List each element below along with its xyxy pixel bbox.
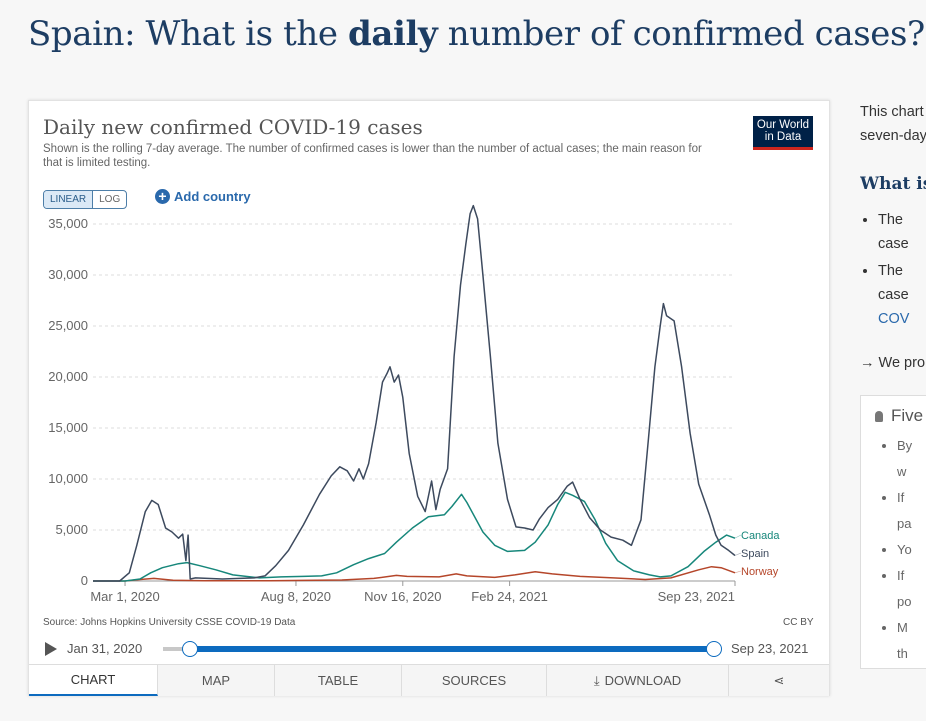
tips-list-item: If bbox=[897, 564, 926, 587]
owid-logo[interactable]: Our World in Data bbox=[753, 116, 813, 150]
tab-download[interactable]: ⤓ DOWNLOAD bbox=[547, 665, 729, 696]
tab-map[interactable]: MAP bbox=[158, 665, 275, 696]
tips-list-item: M bbox=[897, 616, 926, 639]
y-tick-label: 15,000 bbox=[48, 420, 88, 435]
log-scale-button[interactable]: LOG bbox=[99, 194, 121, 205]
series-line-spain bbox=[93, 204, 736, 582]
logo-line-2: in Data bbox=[764, 131, 802, 143]
linear-scale-button[interactable]: LINEAR bbox=[44, 191, 94, 208]
series-label-connector bbox=[734, 570, 742, 574]
sidebar-bullet-2-line-1: The bbox=[878, 263, 903, 279]
series-label-connector bbox=[734, 552, 742, 556]
add-country-label: Add country bbox=[174, 189, 251, 204]
x-tick-label: Nov 16, 2020 bbox=[364, 589, 441, 604]
timeline-end-label: Sep 23, 2021 bbox=[731, 641, 809, 656]
timeline: Jan 31, 2020 Sep 23, 2021 bbox=[43, 639, 823, 659]
tips-list-item: pa bbox=[897, 516, 912, 531]
sidebar-intro-line-1: This chart bbox=[860, 104, 924, 120]
tab-sources[interactable]: SOURCES bbox=[402, 665, 547, 696]
scale-toggle: LINEAR LOG bbox=[43, 190, 128, 209]
tips-box-title: Five bbox=[875, 406, 926, 426]
series-line-norway bbox=[93, 565, 736, 582]
share-icon: ⋖ bbox=[773, 672, 785, 688]
series-label: Canada bbox=[741, 530, 780, 542]
sidebar-covid-link[interactable]: COV bbox=[878, 311, 910, 327]
chart-source[interactable]: Source: Johns Hopkins University CSSE CO… bbox=[43, 617, 296, 628]
sidebar-heading: What is bbox=[860, 174, 926, 194]
timeline-start-handle[interactable] bbox=[182, 641, 198, 657]
series-label-connector bbox=[734, 534, 742, 539]
tips-list-item: th bbox=[897, 646, 908, 661]
play-icon[interactable] bbox=[45, 642, 57, 656]
sidebar-bullets: The case The case COV bbox=[860, 208, 926, 331]
sidebar-bullet: The case COV bbox=[878, 259, 926, 331]
x-tick-label: Mar 1, 2020 bbox=[90, 589, 159, 604]
tips-list-item: w bbox=[897, 464, 907, 479]
tab-download-label: DOWNLOAD bbox=[604, 673, 682, 688]
x-tick-label: Feb 24, 2021 bbox=[471, 589, 548, 604]
page-title-prefix: Spain: What is the bbox=[28, 14, 348, 54]
chart-title: Daily new confirmed COVID-19 cases bbox=[43, 115, 423, 139]
logo-line-1: Our World bbox=[756, 119, 810, 131]
sidebar-bullet-1-line-2: case bbox=[878, 236, 909, 252]
page-title-bold: daily bbox=[347, 14, 438, 54]
tab-table[interactable]: TABLE bbox=[275, 665, 402, 696]
series-label: Norway bbox=[741, 566, 779, 578]
add-country-button[interactable]: + Add country bbox=[155, 189, 251, 204]
tab-chart[interactable]: CHART bbox=[29, 665, 158, 696]
y-tick-label: 0 bbox=[81, 573, 88, 588]
tips-list-item: po bbox=[897, 594, 912, 609]
chart-card: Daily new confirmed COVID-19 cases Shown… bbox=[28, 100, 830, 696]
y-tick-label: 20,000 bbox=[48, 369, 88, 384]
y-tick-label: 35,000 bbox=[48, 216, 88, 231]
plus-icon: + bbox=[155, 189, 170, 204]
tips-list: By w If pa Yo If po Mth bbox=[875, 434, 926, 665]
y-tick-label: 30,000 bbox=[48, 267, 88, 282]
series-label: Spain bbox=[741, 548, 769, 560]
x-tick-label: Aug 8, 2020 bbox=[261, 589, 331, 604]
tips-box: Five By w If pa Yo If po Mth bbox=[860, 395, 926, 669]
sidebar-text: This chart seven-day What is The case The… bbox=[860, 100, 926, 700]
x-tick-label: Sep 23, 2021 bbox=[658, 589, 735, 604]
sidebar-bullet-1-line-1: The bbox=[878, 212, 903, 228]
chart-tabs: CHART MAP TABLE SOURCES ⤓ DOWNLOAD ⋖ bbox=[29, 664, 829, 696]
tips-list-item: If bbox=[897, 486, 926, 509]
sidebar-bullet-2-line-2: case bbox=[878, 287, 909, 303]
tips-list-item: Yo bbox=[897, 538, 926, 561]
chart-subtitle: Shown is the rolling 7-day average. The … bbox=[43, 143, 702, 169]
page-title-suffix: number of confirmed cases? bbox=[437, 14, 925, 54]
timeline-start-label: Jan 31, 2020 bbox=[67, 641, 143, 656]
y-tick-label: 10,000 bbox=[48, 471, 88, 486]
download-icon: ⤓ bbox=[593, 672, 600, 688]
share-button[interactable]: ⋖ bbox=[729, 665, 829, 696]
license-label[interactable]: CC BY bbox=[783, 617, 814, 628]
timeline-end-handle[interactable] bbox=[706, 641, 722, 657]
page-title: Spain: What is the daily number of confi… bbox=[28, 14, 925, 54]
y-tick-label: 25,000 bbox=[48, 318, 88, 333]
timeline-selected-range bbox=[189, 646, 715, 652]
line-chart: 0 5,000 10,000 15,000 20,000 25,000 30,000 35,0… bbox=[48, 204, 780, 604]
lightbulb-icon bbox=[875, 411, 883, 423]
series-line-canada bbox=[93, 491, 736, 582]
sidebar-bullet: The case bbox=[878, 208, 926, 256]
tips-list-item: By bbox=[897, 434, 926, 457]
sidebar-promo-link[interactable]: → We pro bbox=[860, 355, 926, 371]
tips-box-title-text: Five bbox=[891, 406, 924, 425]
sidebar-intro: This chart seven-day bbox=[860, 100, 926, 148]
y-tick-label: 5,000 bbox=[55, 522, 88, 537]
sidebar-intro-line-2: seven-day bbox=[860, 128, 926, 144]
